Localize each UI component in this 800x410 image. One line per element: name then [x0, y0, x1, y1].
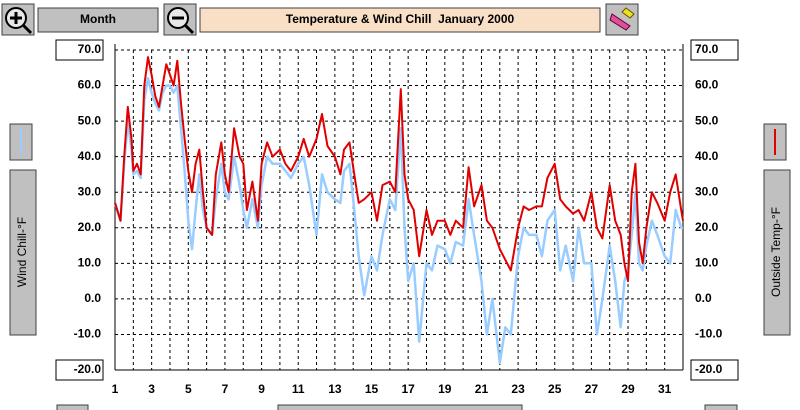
y-tick-label: 30.0 [78, 184, 102, 198]
print-icon-tip[interactable] [621, 7, 635, 19]
y-tick-label: 0.0 [84, 291, 101, 305]
x-tick-label: 3 [148, 382, 155, 396]
x-tick-label: 19 [438, 382, 452, 396]
title-box [199, 7, 601, 33]
legend-name-button[interactable] [763, 169, 791, 336]
zoom-in-plus[interactable] [10, 12, 22, 24]
x-tick-label: 5 [185, 382, 192, 396]
tick-label-box [55, 39, 104, 61]
legend-name-button[interactable] [9, 169, 37, 336]
tick-label-box [55, 359, 104, 381]
series-line [114, 56, 684, 283]
x-tick-label: 9 [258, 382, 265, 396]
x-tick-label: 7 [222, 382, 229, 396]
x-tick-label: 29 [621, 382, 635, 396]
y2-tick-label: 60.0 [695, 78, 719, 92]
y-tick-label: 70.0 [78, 42, 102, 56]
period-button[interactable] [37, 7, 159, 33]
zoom-out-handle[interactable] [183, 23, 195, 35]
scroll-button[interactable] [704, 404, 738, 410]
scroll-button[interactable] [56, 404, 89, 410]
x-tick-label: 15 [365, 382, 379, 396]
y2-tick-label: -20.0 [695, 362, 723, 376]
tick-label-box [690, 359, 739, 381]
x-tick-label: 11 [292, 382, 305, 396]
period-label[interactable]: Month [80, 12, 116, 26]
y-tick-label: 50.0 [78, 113, 102, 127]
chart-title: Temperature & Wind Chill January 2000 [286, 12, 515, 26]
y2-tick-label: 70.0 [695, 42, 719, 56]
y2-tick-label: 10.0 [695, 256, 719, 270]
x-tick-label: 21 [475, 382, 489, 396]
y2-tick-label: 20.0 [695, 220, 719, 234]
series-line [113, 77, 683, 365]
y2-tick-label: 50.0 [695, 113, 719, 127]
print-icon[interactable] [609, 13, 631, 31]
x-tick-label: 27 [585, 382, 599, 396]
legend-label: Wind Chill-°F [15, 217, 29, 287]
y-tick-label: 40.0 [78, 149, 102, 163]
x-tick-label: 13 [328, 382, 342, 396]
x-tick-label: 31 [658, 382, 672, 396]
y-tick-label: -10.0 [74, 327, 102, 341]
zoom-in-button[interactable] [1, 3, 35, 36]
x-tick-label: 23 [511, 382, 525, 396]
x-tick-label: 25 [548, 382, 562, 396]
y2-tick-label: 40.0 [695, 149, 719, 163]
tick-label-box [690, 39, 739, 61]
x-tick-label: 1 [112, 382, 119, 396]
zoom-out-button[interactable] [163, 3, 197, 36]
y2-tick-label: 30.0 [695, 184, 719, 198]
y-tick-label: 20.0 [78, 220, 102, 234]
y-tick-label: 60.0 [78, 78, 102, 92]
scroll-thumb[interactable] [277, 404, 523, 410]
zoom-in-handle[interactable] [21, 23, 33, 35]
y2-tick-label: -10.0 [695, 327, 723, 341]
print-button[interactable] [605, 3, 639, 36]
legend-label: Outside Temp-°F [769, 207, 783, 297]
y-tick-label: 10.0 [78, 256, 102, 270]
y2-tick-label: 0.0 [695, 291, 712, 305]
x-tick-label: 17 [401, 382, 415, 396]
y-tick-label: -20.0 [74, 362, 102, 376]
